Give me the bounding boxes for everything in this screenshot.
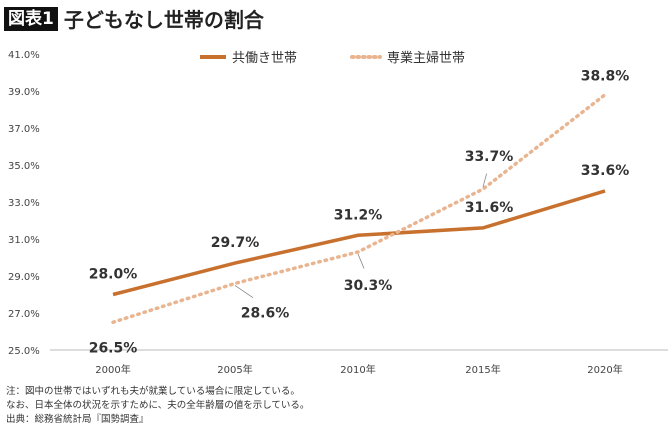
legend-label: 専業主婦世帯 xyxy=(387,50,465,66)
data-label-dual-income: 31.6% xyxy=(465,200,514,216)
series-line-dual-income xyxy=(112,189,606,297)
y-tick-label: 29.0% xyxy=(8,272,40,283)
y-tick-label: 39.0% xyxy=(8,87,40,98)
chart-header: 図表1 子どもなし世帯の割合 xyxy=(4,4,264,33)
x-tick-label: 2000年 xyxy=(95,363,130,376)
x-tick-label: 2010年 xyxy=(340,363,375,376)
legend-label: 共働き世帯 xyxy=(232,51,297,66)
x-tick-label: 2005年 xyxy=(217,363,252,376)
figure-badge: 図表1 xyxy=(4,6,58,31)
data-label-housewife: 33.7% xyxy=(465,149,514,165)
data-label-dual-income: 29.7% xyxy=(211,235,260,251)
y-tick-label: 25.0% xyxy=(8,346,40,357)
leader-line xyxy=(234,285,254,299)
note-line: なお、日本全体の状況を示すために、夫の全年齢層の値を示している。 xyxy=(6,400,310,411)
data-label-dual-income: 33.6% xyxy=(581,163,630,179)
data-label-housewife: 38.8% xyxy=(581,69,630,85)
y-tick-label: 27.0% xyxy=(8,309,40,320)
notes: 注：図中の世帯ではいずれも夫が就業している場合に限定している。 なお、日本全体の… xyxy=(6,385,309,427)
leader-line xyxy=(482,173,487,188)
y-tick-label: 37.0% xyxy=(8,124,40,135)
x-tick-label: 2020年 xyxy=(587,363,622,376)
y-tick-label: 33.0% xyxy=(8,198,40,209)
note-line: 注：図中の世帯ではいずれも夫が就業している場合に限定している。 xyxy=(6,386,300,397)
y-tick-label: 41.0% xyxy=(8,50,40,61)
series-line-housewife xyxy=(111,92,607,324)
data-label-housewife: 26.5% xyxy=(89,340,138,356)
y-tick-label: 31.0% xyxy=(8,235,40,246)
y-tick-label: 35.0% xyxy=(8,161,40,172)
source-line: 出典：総務省統計局『国勢調査』 xyxy=(6,414,149,425)
data-label-housewife: 28.6% xyxy=(241,305,290,321)
chart-title: 子どもなし世帯の割合 xyxy=(63,8,264,32)
data-label-dual-income: 28.0% xyxy=(89,267,138,283)
x-tick-label: 2015年 xyxy=(465,363,500,376)
line-chart: 25.0% 27.0% 29.0% 31.0% 33.0% 35.0% 37.0% 39.0%… xyxy=(8,50,668,376)
data-label-housewife: 30.3% xyxy=(344,278,393,294)
data-label-dual-income: 31.2% xyxy=(334,207,383,223)
leader-line xyxy=(357,253,365,269)
